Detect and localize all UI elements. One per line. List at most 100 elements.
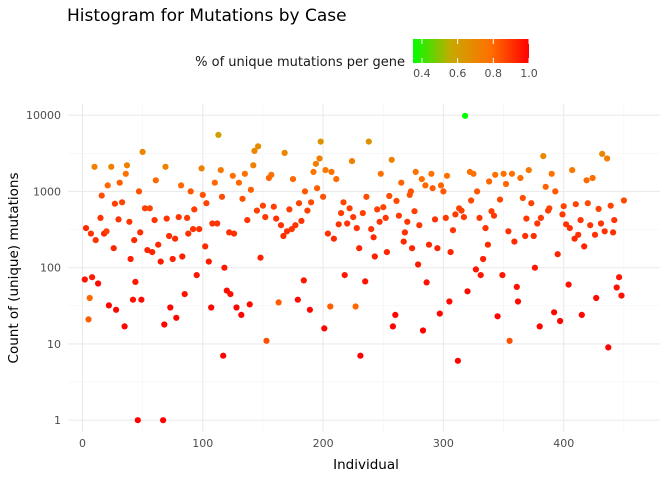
y-tick-label: 1000 [33,185,61,198]
y-tick-label: 1 [54,414,61,427]
data-point [110,245,117,252]
data-point [82,225,90,232]
x-axis-ticks: 0 100 200 300 400 [79,437,574,450]
data-point [324,230,331,237]
data-point [230,230,238,237]
data-point [247,186,254,193]
data-point [144,247,151,254]
data-point [202,243,209,250]
data-point [199,191,206,198]
data-point [312,160,319,167]
data-point [220,352,227,359]
plot-grid [68,104,660,432]
data-point [308,199,315,206]
data-point [172,235,179,242]
data-point [447,249,454,256]
data-point [454,357,461,364]
data-point [81,276,88,283]
data-point [163,215,170,222]
data-point [250,162,257,169]
data-point [514,298,522,305]
x-tick-label: 100 [192,437,213,450]
data-point [613,284,620,291]
data-point [531,264,539,271]
data-point [412,168,419,175]
data-point [86,294,93,302]
data-point [458,207,465,214]
data-point [340,199,347,206]
data-point [472,266,479,273]
data-point [482,225,489,232]
data-point [92,237,99,244]
data-point [496,196,504,203]
data-point [428,170,435,177]
data-point [161,321,168,328]
data-point [620,197,628,204]
data-point [321,325,328,332]
data-point [281,149,288,156]
data-point [415,261,422,268]
data-point [380,204,387,211]
data-point [169,255,176,263]
data-point [411,208,418,215]
data-point [253,207,260,214]
x-tick-label: 0 [79,437,86,450]
legend-tick-label: 0.8 [485,67,503,80]
data-point [214,220,221,227]
data-point [610,229,617,236]
data-point [560,203,567,210]
data-point [607,202,614,209]
data-point [175,214,182,221]
data-point [292,222,299,229]
data-point [587,222,594,229]
data-point [129,296,137,303]
data-point [333,176,340,183]
data-point [581,243,588,250]
data-point [330,235,337,242]
data-point [398,179,405,186]
data-point [193,272,200,279]
data-point [352,303,359,310]
data-point [191,206,198,213]
data-point [166,232,173,240]
data-point [407,188,414,195]
data-point [437,182,445,189]
data-point [289,176,297,183]
data-point [190,226,197,233]
data-point [341,272,348,279]
data-point [104,182,111,189]
data-point [386,192,393,200]
data-point [327,303,334,310]
x-axis-label: Individual [333,457,399,473]
data-point [283,228,291,235]
data-point [149,249,156,256]
data-point [108,163,115,170]
data-point [304,207,311,214]
data-point [132,278,139,285]
data-point [443,172,451,179]
data-point [275,299,282,306]
data-point [513,283,520,290]
data-point [335,221,342,228]
data-point [546,205,553,212]
data-point [294,296,301,303]
data-point [537,214,545,221]
data-point [348,158,356,165]
data-point [259,202,266,209]
data-point [517,174,524,182]
data-point [328,168,335,175]
data-point [317,138,324,145]
data-point [611,217,618,224]
data-point [127,255,134,263]
data-point [157,258,164,265]
data-point [468,197,475,204]
data-point [476,214,483,221]
data-point [221,264,228,271]
data-point [103,228,110,235]
data-point [139,148,146,155]
data-point [229,172,236,179]
data-point [263,337,270,344]
data-point [416,222,423,229]
data-point [425,241,433,248]
data-points [81,112,628,424]
